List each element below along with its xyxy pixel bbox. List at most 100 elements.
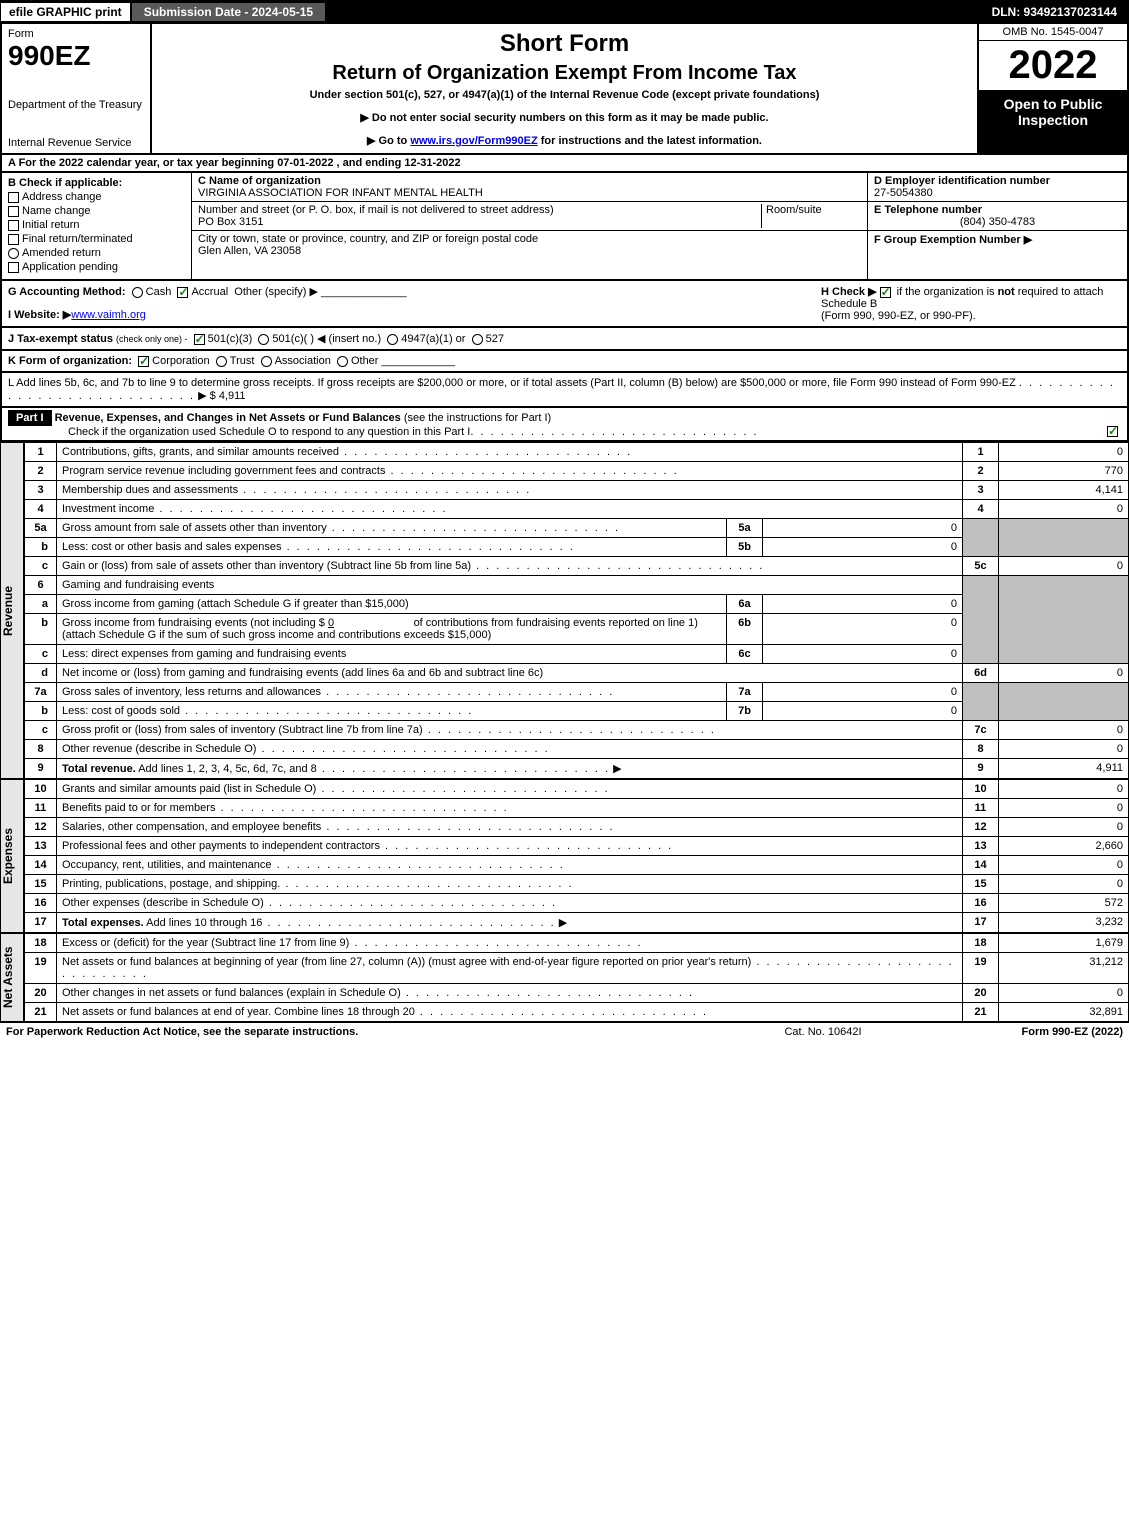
h-label: H Check ▶ — [821, 286, 877, 298]
ssn-warning: ▶ Do not enter social security numbers o… — [162, 111, 967, 124]
chk-accrual[interactable] — [177, 287, 188, 298]
expenses-section: Expenses 10Grants and similar amounts pa… — [0, 779, 1129, 933]
netassets-section: Net Assets 18Excess or (deficit) for the… — [0, 933, 1129, 1022]
part1-label: Part I — [8, 410, 52, 426]
note2-pre: ▶ Go to — [367, 135, 410, 147]
block-b-through-f: B Check if applicable: Address change Na… — [0, 173, 1129, 281]
chk-name-change[interactable]: Name change — [8, 205, 185, 217]
submission-date: Submission Date - 2024-05-15 — [131, 2, 326, 22]
col-b-label: B Check if applicable: — [8, 177, 185, 189]
line-10: 10Grants and similar amounts paid (list … — [25, 780, 1129, 799]
chk-corporation[interactable] — [138, 356, 149, 367]
chk-h-not-required[interactable] — [880, 287, 891, 298]
line-8: 8Other revenue (describe in Schedule O)8… — [25, 740, 1129, 759]
line-12: 12Salaries, other compensation, and empl… — [25, 818, 1129, 837]
form-subtitle: Under section 501(c), 527, or 4947(a)(1)… — [162, 89, 967, 101]
row-k: K Form of organization: Corporation Trus… — [0, 351, 1129, 373]
netassets-side-label: Net Assets — [0, 933, 24, 1022]
line-5c: cGain or (loss) from sale of assets othe… — [25, 557, 1129, 576]
part1-header: Part I Revenue, Expenses, and Changes in… — [0, 408, 1129, 442]
name-label: C Name of organization — [198, 175, 321, 187]
line-7a: 7aGross sales of inventory, less returns… — [25, 683, 1129, 702]
part1-title: Revenue, Expenses, and Changes in Net As… — [55, 412, 401, 424]
addr-value: PO Box 3151 — [198, 216, 263, 228]
expenses-table: 10Grants and similar amounts paid (list … — [24, 779, 1129, 933]
k-label: K Form of organization: — [8, 355, 132, 367]
rad-527[interactable] — [472, 334, 483, 345]
tel-label: E Telephone number — [874, 204, 982, 216]
rad-other[interactable] — [337, 356, 348, 367]
cat-number: Cat. No. 10642I — [723, 1026, 923, 1038]
line-16: 16Other expenses (describe in Schedule O… — [25, 894, 1129, 913]
line-14: 14Occupancy, rent, utilities, and mainte… — [25, 856, 1129, 875]
short-form-label: Short Form — [162, 30, 967, 58]
line-3: 3Membership dues and assessments34,141 — [25, 481, 1129, 500]
irs-link[interactable]: www.irs.gov/Form990EZ — [410, 135, 537, 147]
line-18: 18Excess or (deficit) for the year (Subt… — [25, 934, 1129, 953]
note2-post: for instructions and the latest informat… — [538, 135, 762, 147]
chk-amended-return[interactable]: Amended return — [8, 247, 185, 259]
rad-association[interactable] — [261, 356, 272, 367]
top-bar: efile GRAPHIC print Submission Date - 20… — [0, 0, 1129, 24]
open-inspection: Open to Public Inspection — [979, 90, 1127, 153]
row-l-value: 4,911 — [219, 390, 246, 402]
expenses-side-label: Expenses — [0, 779, 24, 933]
col-b-checkboxes: B Check if applicable: Address change Na… — [2, 173, 192, 279]
chk-final-return[interactable]: Final return/terminated — [8, 233, 185, 245]
line-21: 21Net assets or fund balances at end of … — [25, 1003, 1129, 1022]
rad-trust[interactable] — [216, 356, 227, 367]
chk-address-change[interactable]: Address change — [8, 191, 185, 203]
paperwork-notice: For Paperwork Reduction Act Notice, see … — [6, 1026, 723, 1038]
other-specify: Other (specify) ▶ — [234, 286, 318, 298]
rad-cash[interactable] — [132, 287, 143, 298]
row-j: J Tax-exempt status (check only one) - 5… — [0, 328, 1129, 351]
line-13: 13Professional fees and other payments t… — [25, 837, 1129, 856]
row-l-arrow: ▶ $ — [198, 390, 216, 402]
row-l-text: L Add lines 5b, 6c, and 7b to line 9 to … — [8, 377, 1016, 389]
form-word: Form — [8, 28, 144, 40]
ein-value: 27-5054380 — [874, 187, 933, 199]
page-footer: For Paperwork Reduction Act Notice, see … — [0, 1022, 1129, 1041]
form-number: 990EZ — [8, 40, 144, 72]
org-name: VIRGINIA ASSOCIATION FOR INFANT MENTAL H… — [198, 187, 483, 199]
col-d-e-f: D Employer identification number 27-5054… — [867, 173, 1127, 279]
line-5a: 5aGross amount from sale of assets other… — [25, 519, 1129, 538]
tax-year: 2022 — [979, 41, 1127, 90]
line-17: 17Total expenses. Add lines 10 through 1… — [25, 913, 1129, 933]
city-value: Glen Allen, VA 23058 — [198, 245, 301, 257]
dept-irs: Internal Revenue Service — [8, 137, 144, 149]
efile-print-button[interactable]: efile GRAPHIC print — [0, 2, 131, 22]
line-2: 2Program service revenue including gover… — [25, 462, 1129, 481]
website-label: I Website: ▶ — [8, 309, 71, 321]
addr-label: Number and street (or P. O. box, if mail… — [198, 204, 554, 216]
line-11: 11Benefits paid to or for members110 — [25, 799, 1129, 818]
line-6: 6Gaming and fundraising events — [25, 576, 1129, 595]
form-title: Return of Organization Exempt From Incom… — [162, 62, 967, 85]
line-9: 9Total revenue. Add lines 1, 2, 3, 4, 5c… — [25, 759, 1129, 779]
rad-4947[interactable] — [387, 334, 398, 345]
room-label: Room/suite — [766, 204, 822, 216]
form-ref: Form 990-EZ (2022) — [923, 1026, 1123, 1038]
j-label: J Tax-exempt status — [8, 333, 113, 345]
instructions-link-row: ▶ Go to www.irs.gov/Form990EZ for instru… — [162, 134, 967, 147]
chk-initial-return[interactable]: Initial return — [8, 219, 185, 231]
accounting-label: G Accounting Method: — [8, 286, 126, 298]
chk-501c3[interactable] — [194, 334, 205, 345]
group-exemption-label: F Group Exemption Number ▶ — [874, 234, 1032, 246]
rad-501c[interactable] — [258, 334, 269, 345]
line-6d: dNet income or (loss) from gaming and fu… — [25, 664, 1129, 683]
omb-number: OMB No. 1545-0047 — [979, 24, 1127, 41]
row-l: L Add lines 5b, 6c, and 7b to line 9 to … — [0, 373, 1129, 408]
line-20: 20Other changes in net assets or fund ba… — [25, 984, 1129, 1003]
city-label: City or town, state or province, country… — [198, 233, 538, 245]
line-19: 19Net assets or fund balances at beginni… — [25, 953, 1129, 984]
revenue-side-label: Revenue — [0, 442, 24, 779]
part1-subtitle: (see the instructions for Part I) — [404, 412, 551, 424]
row-a-tax-year: A For the 2022 calendar year, or tax yea… — [0, 155, 1129, 173]
ein-label: D Employer identification number — [874, 175, 1050, 187]
dln-label: DLN: 93492137023144 — [980, 3, 1129, 21]
website-link[interactable]: www.vaimh.org — [71, 309, 146, 321]
chk-schedule-o[interactable] — [1107, 426, 1118, 437]
chk-application-pending[interactable]: Application pending — [8, 261, 185, 273]
col-c-org-info: C Name of organization VIRGINIA ASSOCIAT… — [192, 173, 867, 279]
